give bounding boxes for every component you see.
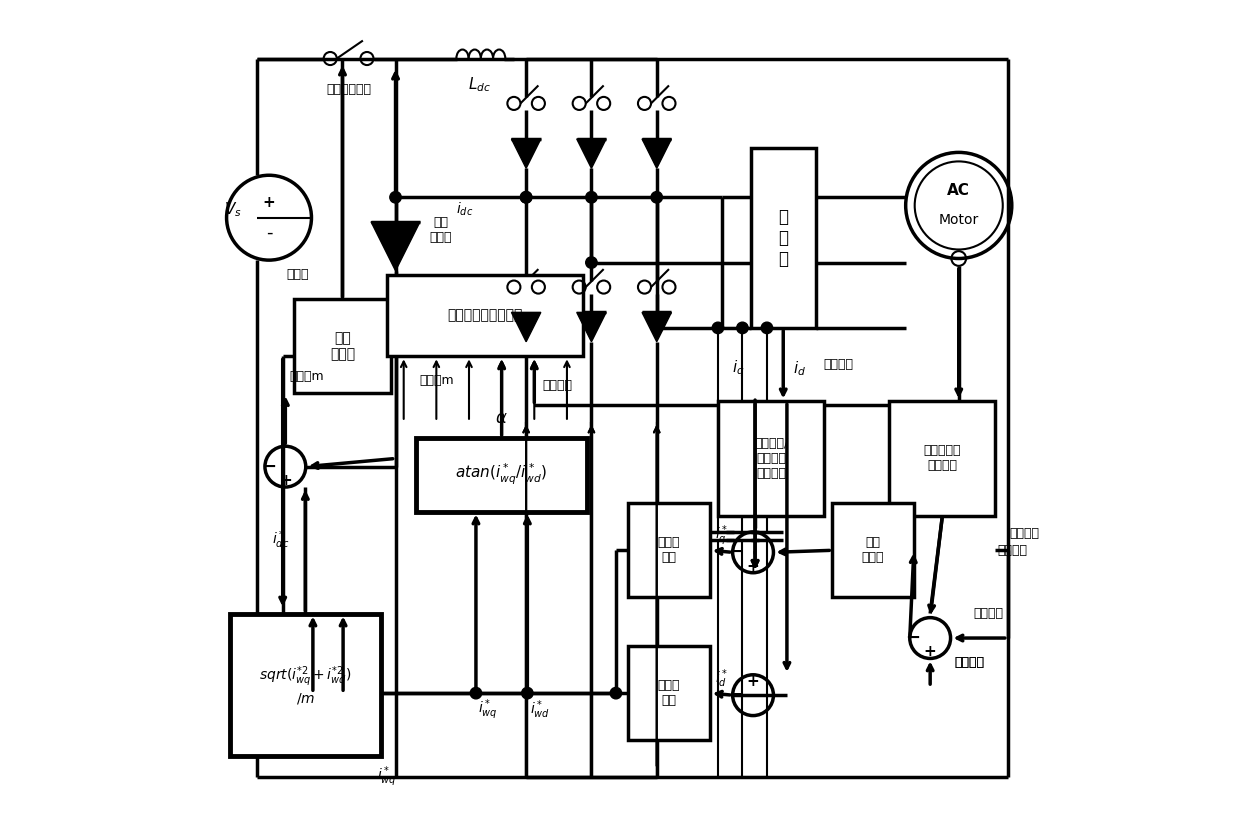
Text: 转矩电流/
励磁电流
计算模块: 转矩电流/ 励磁电流 计算模块 xyxy=(754,437,789,480)
Bar xyxy=(629,646,709,740)
Circle shape xyxy=(522,687,533,699)
Text: 实际转速: 实际转速 xyxy=(1009,527,1039,541)
Circle shape xyxy=(585,257,598,269)
Text: +: + xyxy=(263,196,275,210)
Text: $i^*_{wd}$: $i^*_{wd}$ xyxy=(529,698,549,721)
Bar xyxy=(832,504,914,597)
Circle shape xyxy=(712,322,724,333)
Text: +: + xyxy=(746,559,759,574)
Circle shape xyxy=(521,192,532,203)
Text: 转速参考: 转速参考 xyxy=(955,656,985,669)
Text: 电流调
节器: 电流调 节器 xyxy=(657,679,681,707)
Text: $i^*_d$: $i^*_d$ xyxy=(714,667,728,690)
Circle shape xyxy=(585,192,598,203)
Bar xyxy=(718,401,825,516)
Circle shape xyxy=(737,322,748,333)
Polygon shape xyxy=(642,312,671,342)
Polygon shape xyxy=(511,312,541,342)
Text: −: − xyxy=(728,686,744,704)
Text: 转速参考: 转速参考 xyxy=(955,656,985,669)
Text: 电流调
节器: 电流调 节器 xyxy=(657,536,681,564)
Text: +: + xyxy=(279,473,291,488)
Polygon shape xyxy=(577,312,606,342)
Text: 调制比m: 调制比m xyxy=(419,374,454,387)
Text: 转速
调节器: 转速 调节器 xyxy=(862,536,884,564)
Text: -: - xyxy=(265,224,273,242)
Circle shape xyxy=(610,687,621,699)
Text: $i_q$: $i_q$ xyxy=(733,359,745,379)
Text: −: − xyxy=(262,458,277,476)
Polygon shape xyxy=(511,139,541,169)
Text: $i^*_q$: $i^*_q$ xyxy=(714,524,728,548)
Circle shape xyxy=(651,322,662,333)
Text: Motor: Motor xyxy=(939,213,978,227)
Circle shape xyxy=(761,322,773,333)
Text: +: + xyxy=(746,674,759,689)
Text: $i_d$: $i_d$ xyxy=(792,360,806,378)
Text: 高频
二极管: 高频 二极管 xyxy=(429,216,451,244)
Text: +: + xyxy=(924,645,936,659)
Text: $atan(i^*_{wq}/i^*_{wd})$: $atan(i^*_{wq}/i^*_{wd})$ xyxy=(455,462,548,487)
Text: 转速参考: 转速参考 xyxy=(973,607,1003,620)
Text: AC: AC xyxy=(947,183,970,198)
Text: $i^*_{wq}$: $i^*_{wq}$ xyxy=(377,765,397,789)
Text: $i^*_{wq}$: $i^*_{wq}$ xyxy=(479,697,498,722)
Circle shape xyxy=(521,192,532,203)
Circle shape xyxy=(389,192,402,203)
Polygon shape xyxy=(642,139,671,169)
Polygon shape xyxy=(371,222,420,271)
Text: 调制比m: 调制比m xyxy=(290,370,325,383)
Text: −: − xyxy=(905,629,920,647)
Text: $\alpha$: $\alpha$ xyxy=(495,409,508,427)
Text: $L_{dc}$: $L_{dc}$ xyxy=(469,75,491,94)
Circle shape xyxy=(470,687,481,699)
Circle shape xyxy=(651,192,662,203)
Text: 位置信号: 位置信号 xyxy=(542,378,573,391)
Bar xyxy=(294,299,392,393)
Bar xyxy=(415,438,588,512)
Text: $V_s$: $V_s$ xyxy=(224,200,242,219)
Bar xyxy=(229,613,381,757)
Bar xyxy=(889,401,996,516)
Text: 高频功率开关: 高频功率开关 xyxy=(326,83,372,96)
Text: 电流
调节器: 电流 调节器 xyxy=(330,331,355,361)
Bar xyxy=(750,148,816,328)
Text: $i_{dc}$: $i_{dc}$ xyxy=(456,201,474,218)
Text: 恒定调制比调制策略: 恒定调制比调制策略 xyxy=(448,309,523,323)
Text: 实际转速: 实际转速 xyxy=(997,544,1027,557)
Polygon shape xyxy=(577,139,606,169)
Text: 占空比: 占空比 xyxy=(286,269,309,281)
Text: 位置、转速
检测模块: 位置、转速 检测模块 xyxy=(924,445,961,473)
Text: 传
感
器: 传 感 器 xyxy=(779,208,789,268)
Text: $sqrt(i^{*2}_{wq}+i^{*2}_{wd})$
$/m$: $sqrt(i^{*2}_{wq}+i^{*2}_{wd})$ $/m$ xyxy=(259,664,352,706)
Text: −: − xyxy=(728,543,744,561)
Text: 电流检测: 电流检测 xyxy=(823,358,854,371)
Bar xyxy=(629,504,709,597)
Text: $i^*_{dc}$: $i^*_{dc}$ xyxy=(273,529,289,551)
Bar xyxy=(387,275,583,356)
